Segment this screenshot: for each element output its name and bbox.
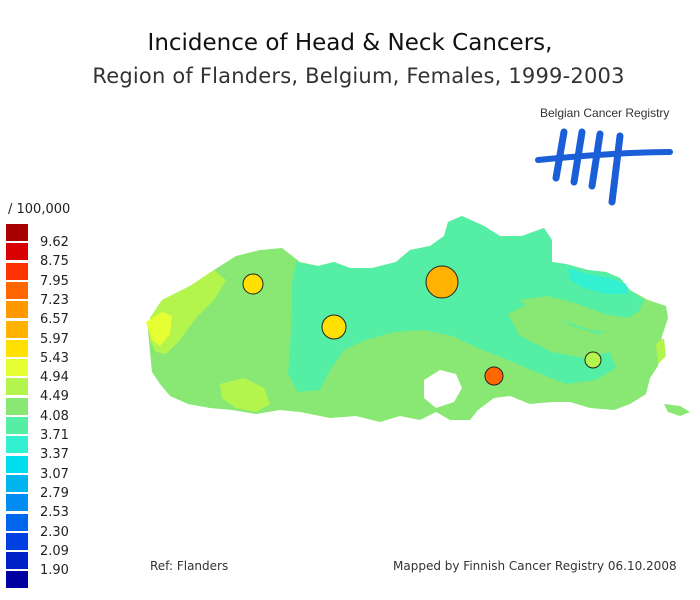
legend-swatch [6,533,28,550]
legend-swatch [6,514,28,531]
legend-label: 2.09 [40,544,69,559]
legend-swatch [6,475,28,492]
marker-1 [242,273,264,295]
legend-item: 2.30 [6,514,106,540]
legend-swatch [6,282,28,299]
legend-label: 4.49 [40,389,69,404]
legend-label: 4.08 [40,409,69,424]
legend-item: 2.09 [6,533,106,559]
marker-5 [584,351,602,369]
legend-label: 2.30 [40,525,69,540]
legend-swatch [6,243,28,260]
legend-swatch [6,552,28,569]
credit-label: Mapped by Finnish Cancer Registry 06.10.… [393,559,677,573]
map-title: Incidence of Head & Neck Cancers, [147,30,553,56]
logo-text: Belgian Cancer Registry [540,106,670,120]
legend-swatch [6,417,28,434]
legend-label: 2.53 [40,505,69,520]
legend-item: 8.75 [6,243,106,269]
legend-swatch [6,321,28,338]
legend-item: 4.49 [6,378,106,404]
legend-item: 6.57 [6,301,106,327]
legend-label: 1.90 [40,563,69,578]
legend-swatch [6,456,28,473]
legend-swatch [6,571,28,588]
legend-item: 4.94 [6,359,106,385]
legend-label: 7.95 [40,274,69,289]
legend-label: 3.37 [40,447,69,462]
legend-label: 5.97 [40,332,69,347]
legend-item: 7.23 [6,282,106,308]
legend-item: 3.07 [6,456,106,482]
legend-unit: / 100,000 [8,202,71,217]
legend-item: 9.62 [6,224,106,250]
tally-marks-icon [535,128,673,206]
legend-label: 5.43 [40,351,69,366]
legend-item: 4.08 [6,398,106,424]
legend-label: 6.57 [40,312,69,327]
ref-label: Ref: Flanders [150,559,229,573]
south-west-patch [220,378,270,412]
registry-logo: Belgian Cancer Registry [520,98,686,216]
legend-label: 3.71 [40,428,69,443]
legend-swatch [6,378,28,395]
legend-swatch [6,398,28,415]
east-patch [656,338,666,364]
legend-item: 3.37 [6,436,106,462]
west-coast-patch [146,312,172,346]
legend-swatch [6,301,28,318]
legend-label: 7.23 [40,293,69,308]
marker-4 [484,366,504,386]
legend-swatch [6,263,28,280]
legend-item: 3.71 [6,417,106,443]
legend-item: 5.97 [6,321,106,347]
legend-item: 5.43 [6,340,106,366]
legend-item [6,571,106,591]
legend-label: 2.79 [40,486,69,501]
brussels-gap [424,370,462,408]
legend-swatch [6,340,28,357]
marker-2 [425,265,459,299]
band-zone [288,216,644,392]
legend-swatch [6,436,28,453]
east-tail [664,404,690,416]
legend-label: 8.75 [40,254,69,269]
legend-swatch [6,224,28,241]
legend-swatch [6,359,28,376]
legend-label: 9.62 [40,235,69,250]
legend-item: 2.53 [6,494,106,520]
legend-swatch [6,494,28,511]
north-east-patch [568,268,628,294]
north-patch [520,296,652,334]
marker-3 [321,314,347,340]
legend-label: 3.07 [40,467,69,482]
legend-label: 4.94 [40,370,69,385]
legend-item: 2.79 [6,475,106,501]
legend-item: 7.95 [6,263,106,289]
map-subtitle: Region of Flanders, Belgium, Females, 19… [92,64,625,88]
legend-item: 1.90 [6,552,106,578]
